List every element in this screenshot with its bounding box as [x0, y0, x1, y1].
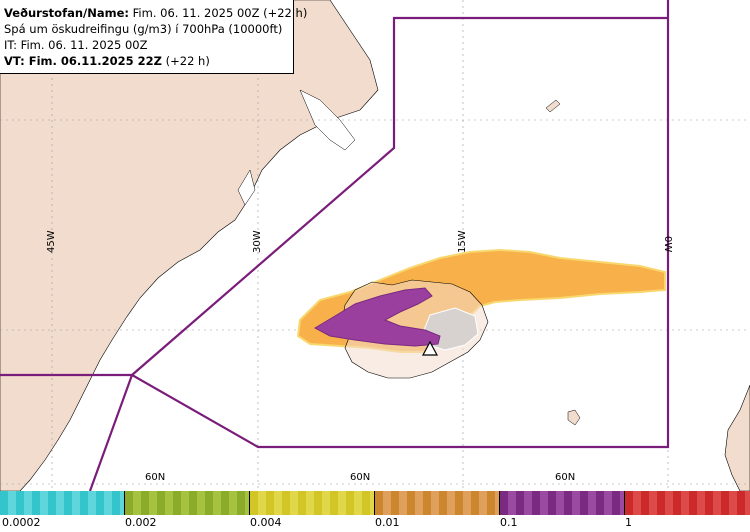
legend-swatch-3 [250, 491, 375, 515]
faroe-islands [567, 409, 581, 426]
lon-label-45w: 45W [46, 230, 57, 253]
color-legend: 0.0002 0.002 0.004 0.01 0.1 1 [0, 491, 750, 532]
fir-boundary [0, 0, 670, 491]
ash-dispersion-map [0, 0, 750, 491]
greenland-fjord [299, 89, 356, 151]
legend-color-bar [0, 491, 750, 515]
legend-label-2: 0.002 [125, 516, 157, 529]
legend-label-6: 1 [625, 516, 632, 529]
greenland-inlet [237, 169, 256, 206]
info-line-4: VT: Fim. 06.11.2025 22Z (+22 h) [4, 53, 293, 69]
agency-label: Veðurstofan/Name: [4, 6, 129, 20]
info-line-3: IT: Fim. 06. 11. 2025 00Z [4, 38, 148, 52]
legend-swatch-1 [0, 491, 125, 515]
legend-label-4: 0.01 [375, 516, 400, 529]
legend-label-5: 0.1 [500, 516, 518, 529]
legend-label-3: 0.004 [250, 516, 282, 529]
legend-swatch-5 [500, 491, 625, 515]
legend-swatch-2 [125, 491, 250, 515]
forecast-info-box: Veðurstofan/Name: Fim. 06. 11. 2025 00Z … [0, 0, 307, 74]
lon-label-0w: 0W [662, 236, 673, 253]
legend-swatch-6 [625, 491, 750, 515]
legend-labels: 0.0002 0.002 0.004 0.01 0.1 1 [0, 516, 750, 532]
lon-label-15w: 15W [457, 230, 468, 253]
jan-mayen [545, 99, 561, 113]
volcano-icon [421, 340, 439, 356]
forecast-time: Fim. 06. 11. 2025 00Z (+22 h) [129, 6, 308, 20]
lon-label-30w: 30W [252, 230, 263, 253]
info-line-2: Spá um öskudreifingu (g/m3) í 700hPa (10… [4, 22, 283, 36]
lat-label-3: 60N [555, 472, 576, 483]
info-line-1: Veðurstofan/Name: Fim. 06. 11. 2025 00Z … [4, 5, 307, 21]
ash-cloud-high [313, 287, 441, 347]
valid-time: VT: Fim. 06.11.2025 22Z [4, 54, 162, 68]
norway-coast [724, 384, 750, 491]
lat-label-2: 60N [350, 472, 371, 483]
greenland-land [0, 0, 379, 491]
legend-label-1: 0.0002 [2, 516, 41, 529]
legend-swatch-4 [375, 491, 500, 515]
valid-offset: (+22 h) [161, 54, 210, 68]
lat-label-1: 60N [145, 472, 166, 483]
